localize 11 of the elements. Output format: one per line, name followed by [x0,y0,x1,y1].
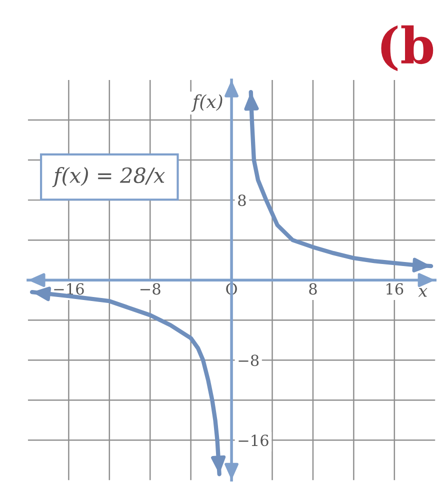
y-tick-label: −16 [238,434,268,446]
x-tick-label: 16 [386,283,404,295]
chart-title: (b [381,25,434,72]
annotation: f(x) = 28/x [52,166,165,188]
x-axis-title: x [418,288,428,297]
x-tick-label: −8 [140,283,160,295]
x-tick-label: −16 [54,283,84,295]
y-axis-title: f(x) [191,94,222,112]
y-tick-label: −8 [238,354,259,366]
x-tick-label: 8 [309,283,317,295]
y-tick-label: 8 [238,194,246,206]
